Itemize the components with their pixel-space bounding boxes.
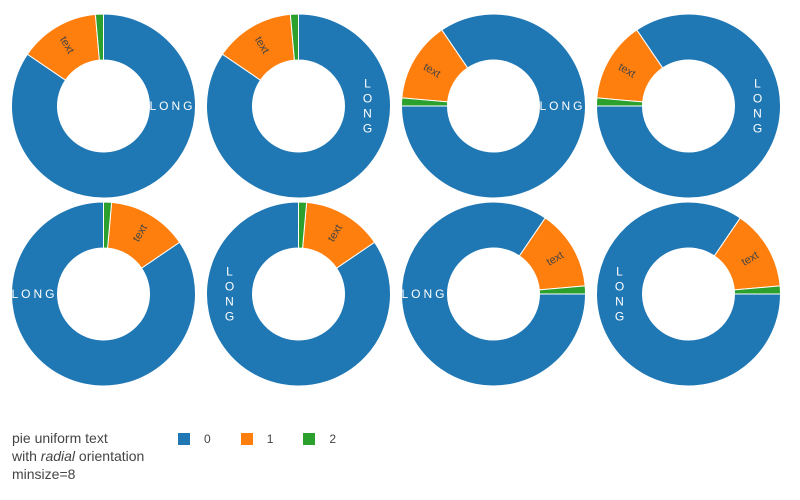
- legend-item-2[interactable]: 2: [303, 432, 336, 446]
- legend-label-1: 1: [266, 432, 274, 446]
- pie-6-slice-2[interactable]: [298, 201, 308, 249]
- title-line-2-italic: radial: [40, 448, 76, 464]
- pie-5-label-0: LONG: [11, 287, 57, 301]
- pie-5-slice-1[interactable]: [107, 201, 181, 269]
- pie-3-slice-2[interactable]: [400, 97, 449, 107]
- title-line-2-end: orientation: [75, 448, 145, 464]
- pie-2-slice-0[interactable]: [206, 13, 391, 199]
- pie-7-label-0: LONG: [401, 287, 447, 301]
- pie-8-slice-0[interactable]: [596, 201, 782, 387]
- pie-2-slice-2[interactable]: [289, 13, 299, 61]
- pie-1-label-0: LONG: [149, 99, 195, 113]
- pie-7-slice-0[interactable]: [401, 201, 587, 387]
- pie-1-slice-0[interactable]: [11, 13, 196, 199]
- pie-1-slice-2[interactable]: [94, 13, 104, 61]
- pie-5-slice-0[interactable]: [11, 201, 196, 387]
- pie-5-slice-2[interactable]: [103, 201, 113, 249]
- title-line-1: pie uniform text: [12, 430, 108, 446]
- legend-item-1[interactable]: 1: [240, 432, 274, 446]
- pie-6-slice-1[interactable]: [302, 201, 376, 269]
- title-line-3: minsize=8: [12, 466, 76, 482]
- title-line-2-start: with: [12, 448, 41, 464]
- pie-3-slice-0[interactable]: [400, 13, 586, 199]
- pie-4-slice-1[interactable]: [596, 29, 664, 103]
- legend-swatch-1: [240, 433, 253, 445]
- pie-3-label-0: LONG: [539, 99, 585, 113]
- pie-4-slice-2[interactable]: [595, 97, 644, 107]
- chart-title: pie uniform text with radial orientation…: [12, 429, 144, 483]
- pie-8-slice-2[interactable]: [733, 285, 782, 295]
- pie-4-slice-0[interactable]: [595, 13, 781, 199]
- legend-swatch-0: [178, 433, 190, 445]
- pie-7-slice-2[interactable]: [538, 285, 587, 295]
- legend-label-2: 2: [329, 432, 337, 446]
- pie-6-slice-0[interactable]: [206, 201, 391, 387]
- legend-swatch-2: [303, 433, 316, 445]
- legend: 0 1 2: [178, 432, 366, 446]
- legend-label-0: 0: [204, 432, 211, 446]
- title-line-2: with radial orientation: [12, 447, 144, 465]
- legend-item-0[interactable]: 0: [178, 432, 211, 446]
- pie-3-slice-1[interactable]: [401, 29, 469, 103]
